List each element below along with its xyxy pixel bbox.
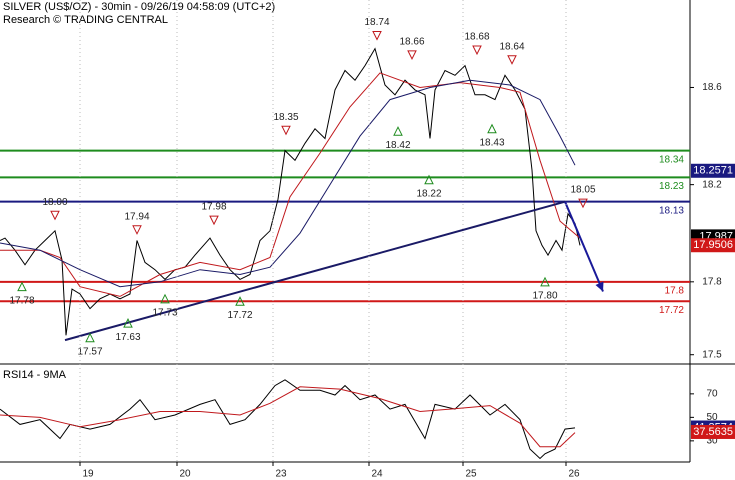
peak-marker bbox=[132, 225, 142, 235]
peak-marker bbox=[472, 45, 482, 56]
trough-label: 18.22 bbox=[416, 188, 441, 199]
peak-label: 18.68 bbox=[464, 32, 489, 43]
peak-label: 18.74 bbox=[364, 17, 389, 28]
price-line bbox=[0, 386, 576, 448]
y-tick-label: 18.6 bbox=[702, 82, 722, 93]
trough-marker bbox=[85, 332, 95, 343]
level-label: 18.13 bbox=[659, 205, 684, 216]
trough-label: 18.42 bbox=[385, 140, 410, 151]
x-tick-label: 24 bbox=[371, 469, 383, 480]
trough-marker bbox=[487, 123, 497, 134]
trough-label: 18.43 bbox=[479, 137, 504, 148]
x-tick-label: 25 bbox=[465, 469, 477, 480]
peak-marker bbox=[281, 125, 291, 136]
y-tick-label: 70 bbox=[706, 388, 718, 399]
peak-label: 17.94 bbox=[124, 211, 149, 222]
value-badge-label: 17.9506 bbox=[693, 239, 733, 251]
trough-label: 17.72 bbox=[227, 310, 252, 321]
trough-marker bbox=[540, 276, 550, 287]
x-tick-label: 20 bbox=[179, 469, 191, 480]
price-line bbox=[0, 79, 576, 288]
y-tick-label: 17.8 bbox=[702, 276, 722, 287]
trough-label: 17.73 bbox=[152, 307, 177, 318]
y-tick-label: 17.5 bbox=[702, 349, 722, 360]
level-label: 17.72 bbox=[659, 305, 684, 316]
value-badge bbox=[691, 238, 735, 253]
peak-label: 17.98 bbox=[201, 202, 226, 213]
arrow-line bbox=[564, 201, 604, 292]
x-tick-label: 26 bbox=[568, 469, 580, 480]
peak-marker bbox=[209, 215, 219, 226]
trendline bbox=[64, 200, 566, 342]
peak-marker bbox=[50, 210, 60, 221]
value-badge bbox=[691, 424, 735, 439]
level-label: 17.8 bbox=[665, 285, 685, 296]
trough-label: 17.63 bbox=[115, 332, 140, 343]
trough-marker bbox=[235, 296, 245, 306]
value-badge-label: 18.2571 bbox=[693, 165, 733, 177]
peak-label: 18.05 bbox=[570, 185, 595, 196]
peak-marker bbox=[507, 55, 517, 65]
arrow-head bbox=[595, 281, 604, 292]
peak-marker bbox=[578, 198, 588, 209]
rsi-title: RSI14 - 9MA bbox=[3, 369, 67, 381]
peak-label: 18.66 bbox=[399, 37, 424, 48]
level-label: 18.34 bbox=[659, 154, 684, 165]
y-tick-label: 18.2 bbox=[702, 179, 722, 190]
y-tick-label: 30 bbox=[706, 435, 718, 446]
peak-label: 18.64 bbox=[499, 41, 524, 52]
trough-label: 17.57 bbox=[77, 346, 102, 357]
trough-label: 17.78 bbox=[9, 295, 34, 306]
peak-marker bbox=[407, 50, 417, 61]
trough-marker bbox=[123, 318, 133, 328]
trough-marker bbox=[17, 281, 27, 292]
value-badge bbox=[691, 163, 735, 178]
x-tick-label: 19 bbox=[82, 469, 94, 480]
peak-label: 18.35 bbox=[273, 112, 298, 123]
y-tick-label: 50 bbox=[706, 412, 718, 423]
x-tick-label: 23 bbox=[275, 469, 287, 480]
price-line bbox=[0, 72, 581, 297]
price-line bbox=[0, 379, 576, 460]
trough-marker bbox=[424, 174, 434, 185]
trough-marker bbox=[393, 126, 403, 136]
peak-label: 18.00 bbox=[42, 197, 67, 208]
trough-marker bbox=[160, 293, 170, 304]
level-label: 18.23 bbox=[659, 181, 684, 192]
peak-marker bbox=[372, 30, 382, 41]
trough-label: 17.80 bbox=[532, 290, 557, 301]
value-badge-label: 37.5635 bbox=[693, 426, 733, 438]
chart-subtitle: Research © TRADING CENTRAL bbox=[3, 14, 168, 26]
chart-title: SILVER (US$/OZ) - 30min - 09/26/19 04:58… bbox=[3, 1, 275, 13]
price-line bbox=[0, 47, 581, 336]
